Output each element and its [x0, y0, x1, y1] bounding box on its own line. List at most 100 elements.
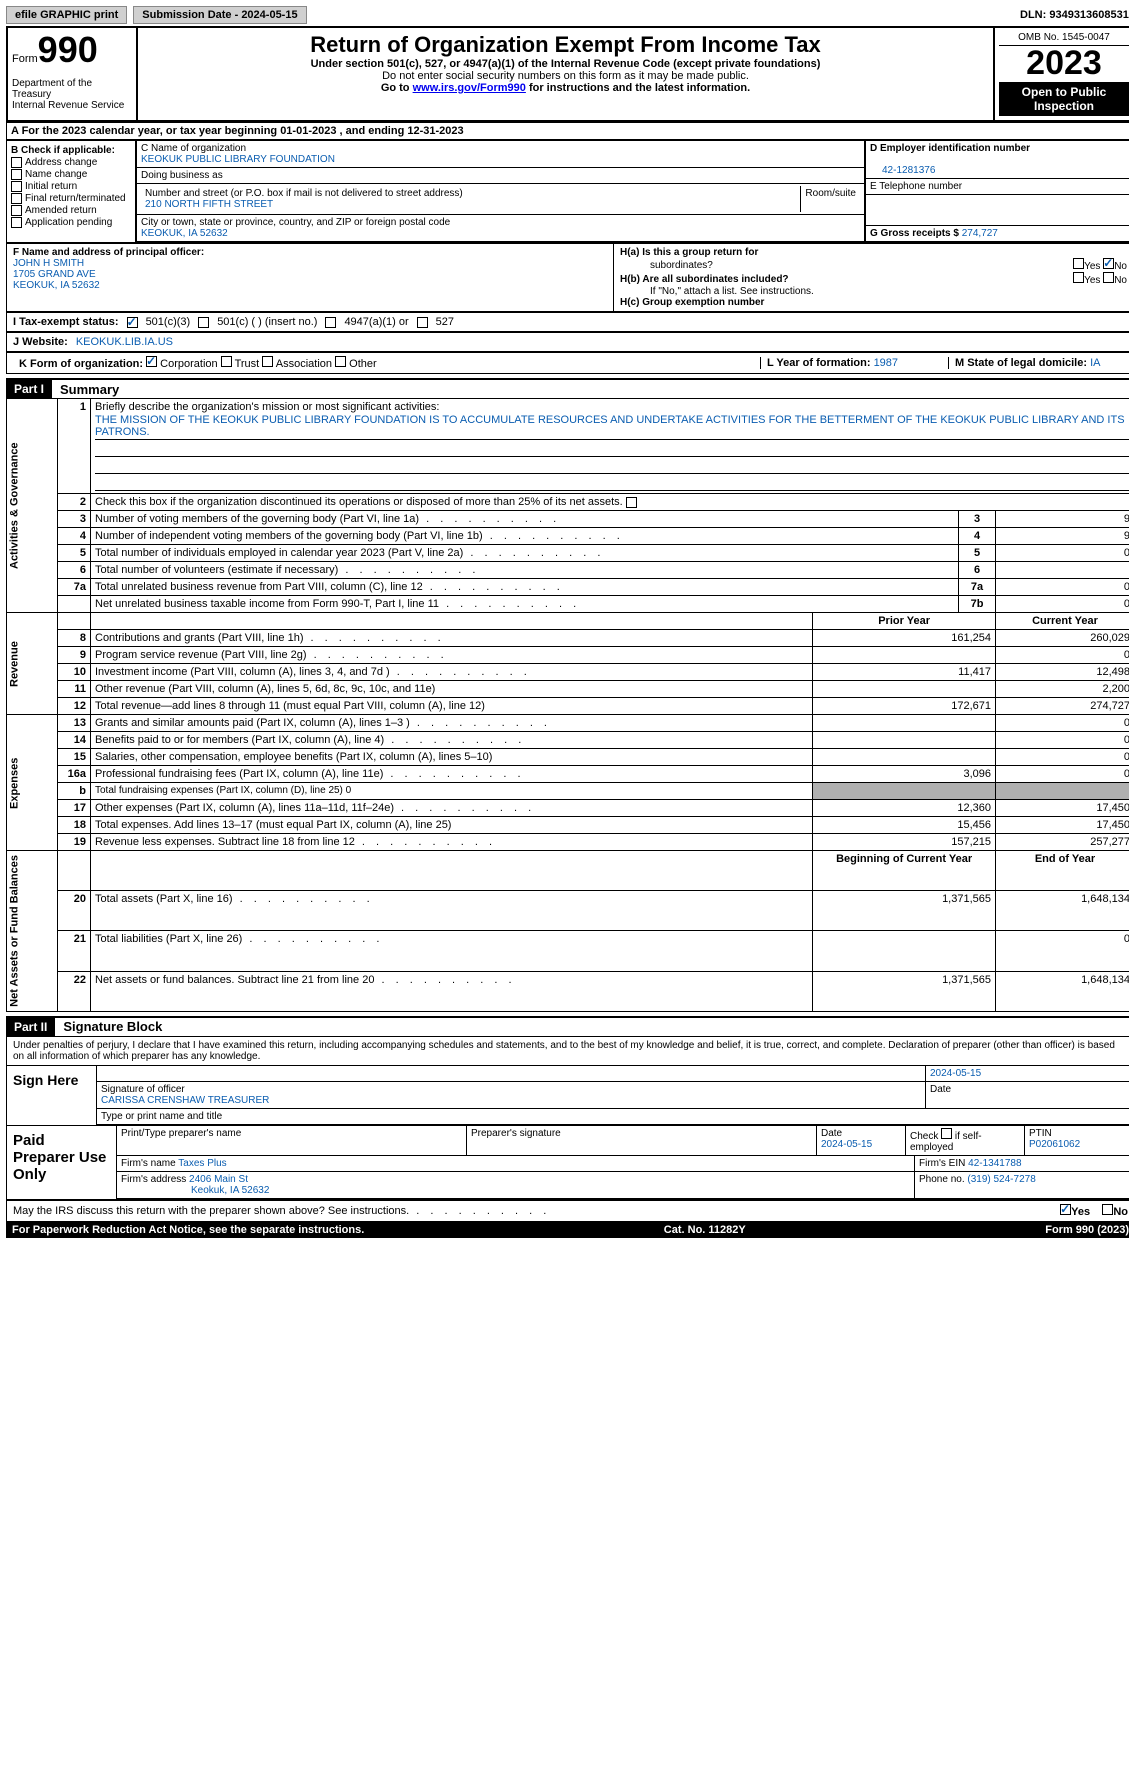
- chk-name-change[interactable]: [11, 169, 22, 180]
- rev-row-9: 9Program service revenue (Part VIII, lin…: [7, 647, 1129, 664]
- rev-row-8: 8Contributions and grants (Part VIII, li…: [7, 630, 1129, 647]
- line1-label: Briefly describe the organization's miss…: [95, 401, 439, 413]
- chk-trust[interactable]: [221, 356, 232, 367]
- exp-row-19: 19Revenue less expenses. Subtract line 1…: [7, 834, 1129, 851]
- rev-row-10: 10Investment income (Part VIII, column (…: [7, 664, 1129, 681]
- checkbox-column: B Check if applicable: Address change Na…: [6, 140, 136, 243]
- org-city: KEOKUK, IA 52632: [141, 228, 228, 239]
- dln-label: DLN: 93493136085314: [1020, 9, 1129, 21]
- section-expenses: Expenses: [7, 715, 58, 851]
- chk-self-employed[interactable]: [941, 1128, 952, 1139]
- subtitle-3: Go to www.irs.gov/Form990 for instructio…: [142, 82, 989, 94]
- info-grid: B Check if applicable: Address change Na…: [6, 140, 1129, 243]
- chk-amended[interactable]: [11, 205, 22, 216]
- firm-addr2: Keokuk, IA 52632: [121, 1185, 269, 1196]
- chk-final-return[interactable]: [11, 193, 22, 204]
- right-column: D Employer identification number 42-1281…: [865, 140, 1129, 243]
- mission-text: THE MISSION OF THE KEOKUK PUBLIC LIBRARY…: [95, 413, 1129, 440]
- section-governance: Activities & Governance: [7, 399, 58, 613]
- chk-application[interactable]: [11, 217, 22, 228]
- top-toolbar: efile GRAPHIC print Submission Date - 20…: [6, 6, 1129, 24]
- city-label: City or town, state or province, country…: [141, 217, 450, 228]
- chk-501c3[interactable]: [127, 317, 138, 328]
- chk-initial-return[interactable]: [11, 181, 22, 192]
- sig-date: 2024-05-15: [930, 1068, 981, 1079]
- footer-right: Form 990 (2023): [1045, 1224, 1129, 1236]
- chk-501c[interactable]: [198, 317, 209, 328]
- form-label: Form: [12, 53, 38, 65]
- col-end: End of Year: [996, 851, 1129, 891]
- footer-left: For Paperwork Reduction Act Notice, see …: [12, 1224, 364, 1236]
- form-number: 990: [38, 29, 98, 70]
- net-row-20: 20Total assets (Part X, line 16)1,371,56…: [7, 891, 1129, 931]
- website-value: KEOKUK.LIB.IA.US: [76, 336, 173, 348]
- part2-title: Part II Signature Block: [6, 1016, 1129, 1036]
- exp-row-14: 14Benefits paid to or for members (Part …: [7, 732, 1129, 749]
- part2-label: Signature Block: [55, 1019, 162, 1034]
- website-row: J Website: KEOKUK.LIB.IA.US: [6, 332, 1129, 352]
- sign-here-label: Sign Here: [7, 1066, 97, 1125]
- chk-hb-no[interactable]: [1103, 272, 1114, 283]
- chk-corp[interactable]: [146, 356, 157, 367]
- summary-table: Activities & Governance 1 Briefly descri…: [6, 398, 1129, 1012]
- officer-addr1: 1705 GRAND AVE: [13, 269, 96, 280]
- firm-phone: (319) 524-7278: [967, 1174, 1035, 1185]
- subtitle-2: Do not enter social security numbers on …: [142, 70, 989, 82]
- gov-row-5: 5Total number of individuals employed in…: [7, 545, 1129, 562]
- paid-preparer-label: Paid Preparer Use Only: [7, 1126, 117, 1199]
- subtitle-1: Under section 501(c), 527, or 4947(a)(1)…: [142, 58, 989, 70]
- formorg-row: K Form of organization: Corporation Trus…: [6, 352, 1129, 374]
- officer-addr2: KEOKUK, IA 52632: [13, 280, 100, 291]
- tax-year: 2023: [999, 46, 1129, 80]
- section-revenue: Revenue: [7, 613, 58, 715]
- chk-discontinued[interactable]: [626, 497, 637, 508]
- exp-row-16b: bTotal fundraising expenses (Part IX, co…: [7, 783, 1129, 800]
- gross-value: 274,727: [962, 228, 998, 239]
- dept-label: Department of the Treasury: [12, 78, 132, 100]
- chk-527[interactable]: [417, 317, 428, 328]
- section-a: A For the 2023 calendar year, or tax yea…: [6, 122, 1129, 140]
- chk-discuss-no[interactable]: [1102, 1204, 1113, 1215]
- irs-link[interactable]: www.irs.gov/Form990: [413, 82, 526, 94]
- exp-row-17: 17Other expenses (Part IX, column (A), l…: [7, 800, 1129, 817]
- section-net: Net Assets or Fund Balances: [7, 851, 58, 1012]
- chk-discuss-yes[interactable]: [1060, 1204, 1071, 1215]
- chk-assoc[interactable]: [262, 356, 273, 367]
- part2-header: Part II: [6, 1018, 55, 1036]
- ein-label: D Employer identification number: [870, 143, 1030, 154]
- exp-row-18: 18Total expenses. Add lines 13–17 (must …: [7, 817, 1129, 834]
- col-prior: Prior Year: [813, 613, 996, 630]
- firm-addr1: 2406 Main St: [189, 1174, 248, 1185]
- gov-row-7a: 7aTotal unrelated business revenue from …: [7, 579, 1129, 596]
- chk-ha-yes[interactable]: [1073, 258, 1084, 269]
- part1-title: Part I Summary: [6, 378, 1129, 398]
- footer-mid: Cat. No. 11282Y: [664, 1224, 746, 1236]
- signature-block: Under penalties of perjury, I declare th…: [6, 1036, 1129, 1200]
- form-number-cell: Form990 Department of the Treasury Inter…: [7, 27, 137, 121]
- gov-row-4: 4Number of independent voting members of…: [7, 528, 1129, 545]
- chk-hb-yes[interactable]: [1073, 272, 1084, 283]
- gov-row-3: 3Number of voting members of the governi…: [7, 511, 1129, 528]
- chk-4947[interactable]: [325, 317, 336, 328]
- title-cell: Return of Organization Exempt From Incom…: [137, 27, 994, 121]
- ptin-value: P02061062: [1029, 1139, 1080, 1150]
- rev-row-11: 11Other revenue (Part VIII, column (A), …: [7, 681, 1129, 698]
- ein-value: 42-1281376: [870, 165, 935, 176]
- firm-ein: 42-1341788: [968, 1158, 1021, 1169]
- declaration-text: Under penalties of perjury, I declare th…: [7, 1037, 1129, 1066]
- efile-button[interactable]: efile GRAPHIC print: [6, 6, 127, 24]
- chk-other[interactable]: [335, 356, 346, 367]
- chk-address-change[interactable]: [11, 157, 22, 168]
- room-label: Room/suite: [801, 186, 860, 212]
- org-address: 210 NORTH FIFTH STREET: [145, 199, 273, 210]
- gross-label: G Gross receipts $: [870, 228, 962, 239]
- org-name: KEOKUK PUBLIC LIBRARY FOUNDATION: [141, 154, 335, 165]
- exp-row-15: 15Salaries, other compensation, employee…: [7, 749, 1129, 766]
- dba-label: Doing business as: [137, 168, 864, 184]
- part1-header: Part I: [6, 380, 52, 398]
- firm-name: Taxes Plus: [178, 1158, 226, 1169]
- tax-status-row: I Tax-exempt status: 501(c)(3) 501(c) ( …: [6, 312, 1129, 332]
- part1-label: Summary: [52, 382, 119, 397]
- gov-row-6: 6Total number of volunteers (estimate if…: [7, 562, 1129, 579]
- chk-ha-no[interactable]: [1103, 258, 1114, 269]
